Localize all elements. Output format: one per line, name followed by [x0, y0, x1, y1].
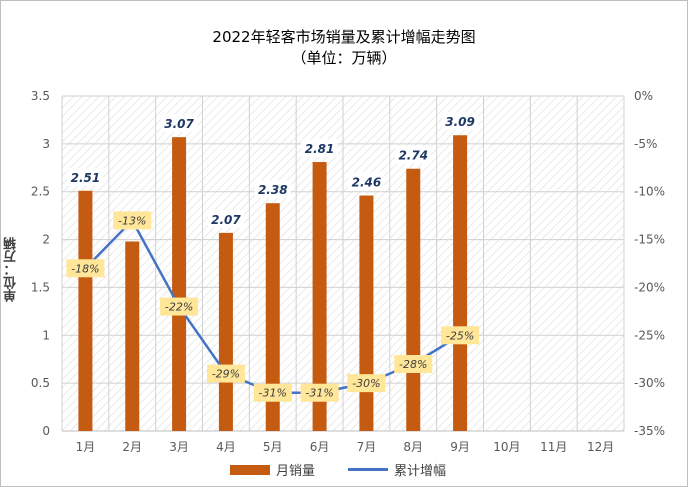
line-label-box [347, 374, 386, 393]
bar [359, 195, 374, 431]
bar-data-label: 2.46 [352, 176, 382, 190]
bar-data-label: 3.07 [164, 117, 194, 131]
legend-swatch-bar [230, 464, 270, 475]
x-tick-label: 10月 [493, 440, 520, 454]
bar-label-box [348, 172, 385, 191]
line-label-box [441, 326, 480, 345]
bar [406, 168, 421, 431]
y-left-tick-label: 3 [42, 137, 50, 151]
bar [78, 190, 93, 431]
legend-item-bar: 月销量 [230, 460, 315, 479]
line-label-box [66, 259, 105, 278]
x-tick-label: 7月 [357, 440, 377, 454]
bar-data-label: 2.74 [398, 149, 428, 163]
y-right-tick-label: -25% [634, 328, 665, 342]
x-tick-label: 2月 [122, 440, 142, 454]
y-left-tick-label: 0.5 [31, 376, 50, 390]
y-right-tick-label: 0% [634, 89, 653, 103]
bar-label-box [395, 145, 432, 164]
line-data-label: -31% [305, 387, 333, 400]
line-data-label: -28% [399, 358, 427, 371]
line-label-box [253, 383, 292, 402]
y-right-tick-label: -35% [634, 424, 665, 438]
legend-label-line: 累计增幅 [394, 464, 447, 479]
y-right-tick-label: -20% [634, 280, 665, 294]
bar-label-box [442, 112, 479, 131]
bar-data-label: 2.81 [305, 142, 335, 156]
y-right-tick-label: -10% [634, 185, 665, 199]
x-tick-label: 12月 [587, 440, 614, 454]
bar [312, 162, 327, 432]
line-data-label: -22% [165, 301, 193, 314]
chart-subtitle: （单位：万辆） [291, 49, 397, 67]
x-tick-label: 5月 [263, 440, 283, 454]
bar-label-box [301, 139, 338, 158]
line-data-label: -25% [446, 329, 474, 342]
y-right-tick-label: -30% [634, 376, 665, 390]
x-tick-label: 6月 [310, 440, 330, 454]
line-data-label: -30% [352, 377, 380, 390]
bar [218, 232, 233, 431]
y-left-tick-label: 0 [42, 424, 50, 438]
x-tick-label: 4月 [216, 440, 236, 454]
y-left-tick-label: 1.5 [31, 280, 50, 294]
bar-label-box [161, 114, 198, 133]
bar [265, 203, 280, 431]
chart-title: 2022年轻客市场销量及累计增幅走势图 [212, 28, 476, 46]
x-tick-label: 3月 [169, 440, 189, 454]
line-label-box [113, 211, 152, 230]
bar-data-label: 2.07 [211, 213, 241, 227]
line-label-box [160, 297, 199, 316]
bar-label-box [207, 209, 244, 228]
bar-data-label: 2.38 [258, 183, 288, 197]
line-label-box [300, 383, 339, 402]
line-label-box [394, 355, 433, 373]
bar [125, 241, 140, 431]
bar-label-box [67, 167, 104, 186]
x-tick-label: 9月 [450, 440, 470, 454]
line-label-box [206, 364, 245, 383]
legend-swatch-line [348, 468, 388, 471]
x-tick-label: 8月 [403, 440, 423, 454]
bar-label-box [254, 180, 291, 199]
x-tick-label: 11月 [540, 440, 567, 454]
bar-data-label: 3.09 [445, 115, 475, 129]
x-tick-label: 1月 [76, 440, 96, 454]
y-left-tick-label: 3.5 [31, 89, 50, 103]
line-data-label: -13% [118, 214, 146, 227]
line-data-label: -29% [212, 368, 240, 381]
y-left-tick-label: 1 [42, 328, 50, 342]
y-left-tick-label: 2.5 [31, 185, 50, 199]
legend-label-bar: 月销量 [276, 464, 316, 479]
y-right-tick-label: -5% [634, 137, 657, 151]
bar-data-label: 2.51 [71, 171, 101, 185]
bar [172, 137, 187, 431]
line-data-label: -18% [71, 262, 99, 275]
bar [453, 135, 468, 431]
y-right-tick-label: -15% [634, 233, 665, 247]
line-data-label: -31% [259, 387, 287, 400]
y-left-tick-label: 2 [42, 233, 50, 247]
legend-item-line: 累计增幅 [348, 460, 446, 479]
